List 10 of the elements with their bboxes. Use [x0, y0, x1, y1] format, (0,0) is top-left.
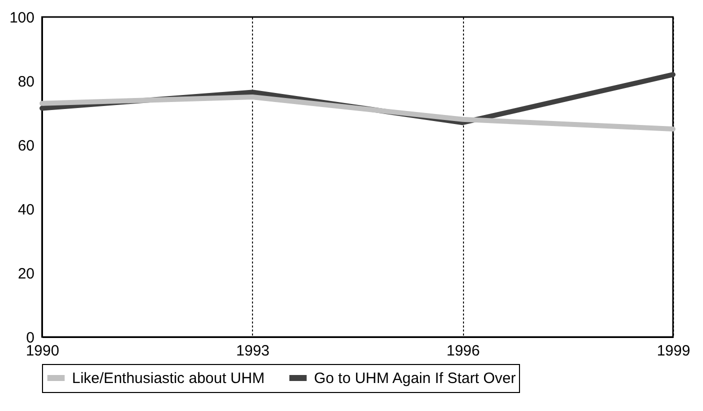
y-tick-label: 100: [9, 10, 34, 26]
y-tick-label: 40: [18, 202, 34, 218]
legend-label: Like/Enthusiastic about UHM: [72, 370, 265, 387]
x-tick-label: 1999: [656, 342, 690, 360]
x-tick-label: 1993: [236, 342, 270, 360]
y-tick-label: 80: [18, 74, 34, 90]
x-tick-label: 1996: [446, 342, 480, 360]
y-tick-label: 60: [18, 138, 34, 154]
y-tick-label: 20: [18, 266, 34, 282]
legend-label: Go to UHM Again If Start Over: [314, 370, 516, 387]
